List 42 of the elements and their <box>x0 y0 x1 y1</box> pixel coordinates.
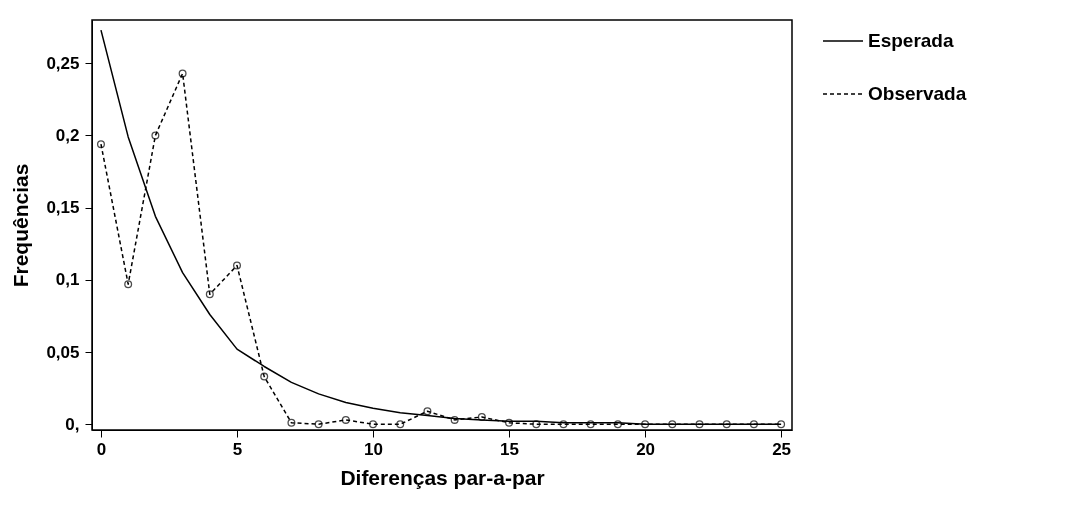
legend-label: Observada <box>868 83 967 104</box>
point <box>124 280 133 289</box>
point <box>96 140 105 149</box>
y-axis-title: Frequências <box>9 163 33 288</box>
y-tick-label: 0,15 <box>46 198 80 218</box>
x-tick-label: 10 <box>364 439 383 459</box>
point <box>450 415 459 424</box>
point <box>559 420 568 429</box>
point <box>260 372 269 381</box>
point <box>695 420 704 429</box>
x-tick-label: 25 <box>772 439 792 459</box>
y-tick-label: 0,05 <box>46 342 80 362</box>
y-tick-label: 0,25 <box>46 53 80 73</box>
point <box>205 290 214 299</box>
point <box>505 418 514 427</box>
x-tick-label: 15 <box>500 439 520 459</box>
point <box>314 420 323 429</box>
point <box>178 69 187 78</box>
point <box>369 420 378 429</box>
y-tick-label: 0,2 <box>55 125 80 145</box>
x-tick-label: 20 <box>636 439 656 459</box>
point <box>341 415 350 424</box>
point <box>641 420 650 429</box>
x-tick-label: 0 <box>96 439 107 459</box>
y-tick-label: 0, <box>65 414 80 434</box>
point <box>777 420 786 429</box>
x-tick-label: 5 <box>232 439 243 459</box>
point <box>151 131 160 140</box>
point <box>287 418 296 427</box>
y-tick-label: 0,1 <box>55 270 80 290</box>
point <box>477 413 486 421</box>
legend-label: Esperada <box>868 30 954 51</box>
x-axis-title: Diferenças par-a-par <box>340 465 545 489</box>
point <box>668 420 677 429</box>
point <box>749 420 758 429</box>
point <box>423 407 432 416</box>
point <box>396 420 405 429</box>
point <box>613 420 622 429</box>
point <box>233 261 242 270</box>
point <box>722 420 731 429</box>
point <box>532 420 541 429</box>
point <box>586 420 595 429</box>
